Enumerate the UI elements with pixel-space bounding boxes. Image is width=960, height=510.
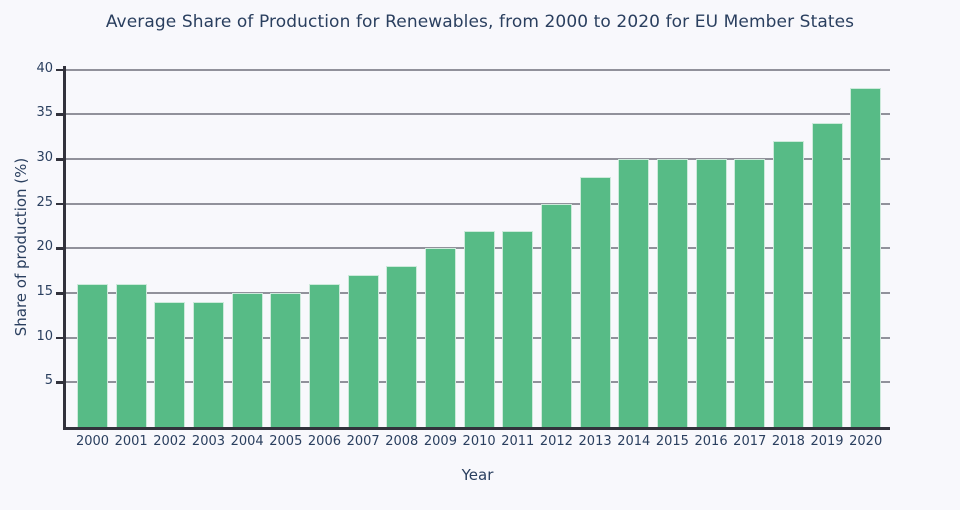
x-axis-spine xyxy=(63,427,890,430)
y-tick-40 xyxy=(56,68,63,72)
bar-2019 xyxy=(811,123,843,427)
x-tick-label-2005: 2005 xyxy=(269,434,303,449)
gridline-40 xyxy=(65,68,890,71)
gridline-30 xyxy=(65,158,890,161)
bar-2006 xyxy=(308,284,340,427)
bar-2011 xyxy=(502,230,534,427)
x-tick-label-2013: 2013 xyxy=(578,434,612,449)
x-tick-label-2010: 2010 xyxy=(462,434,496,449)
y-tick-label-20: 20 xyxy=(36,239,53,255)
y-tick-label-40: 40 xyxy=(36,60,53,76)
x-tick-label-2002: 2002 xyxy=(153,434,187,449)
bar-2000 xyxy=(77,284,108,427)
x-tick-label-2014: 2014 xyxy=(617,434,651,449)
bar-2013 xyxy=(579,176,611,427)
bar-2012 xyxy=(540,203,572,427)
x-tick-label-2015: 2015 xyxy=(655,434,689,449)
bar-2018 xyxy=(772,141,804,427)
x-tick-label-2018: 2018 xyxy=(771,434,805,449)
y-tick-35 xyxy=(56,113,63,116)
plot-area xyxy=(65,68,890,427)
chart-title: Average Share of Production for Renewabl… xyxy=(105,12,855,32)
x-tick-label-2000: 2000 xyxy=(75,434,110,449)
x-tick-label-2016: 2016 xyxy=(694,434,728,449)
x-axis-title: Year xyxy=(461,466,494,484)
bar-2009 xyxy=(424,248,456,427)
x-tick-label-2007: 2007 xyxy=(346,434,380,449)
bar-2015 xyxy=(656,159,688,427)
y-tick-10 xyxy=(56,336,63,340)
y-tick-label-15: 15 xyxy=(36,284,53,300)
x-tick-label-2011: 2011 xyxy=(501,434,535,449)
y-tick-20 xyxy=(56,247,63,250)
y-tick-label-30: 30 xyxy=(36,150,53,166)
bar-2014 xyxy=(618,159,650,427)
x-tick-label-2001: 2001 xyxy=(114,434,148,449)
gridline-25 xyxy=(65,202,890,205)
bar-2020 xyxy=(850,87,882,427)
y-tick-label-5: 5 xyxy=(44,373,53,389)
bar-2003 xyxy=(192,301,224,427)
x-tick-label-2012: 2012 xyxy=(539,434,573,449)
y-tick-25 xyxy=(56,202,63,206)
y-tick-5 xyxy=(56,381,63,384)
bar-2007 xyxy=(347,275,379,427)
x-tick-label-2017: 2017 xyxy=(733,434,767,449)
y-tick-30 xyxy=(56,158,63,161)
y-tick-label-10: 10 xyxy=(36,328,53,344)
gridline-35 xyxy=(65,113,890,116)
x-tick-label-2003: 2003 xyxy=(191,434,226,449)
bar-2002 xyxy=(154,301,186,427)
bar-2005 xyxy=(270,293,302,427)
x-tick-label-2008: 2008 xyxy=(385,434,419,449)
x-tick-label-2009: 2009 xyxy=(423,434,457,449)
bar-2008 xyxy=(386,266,418,427)
bar-2010 xyxy=(463,230,495,427)
x-tick-label-2004: 2004 xyxy=(230,434,264,449)
y-tick-15 xyxy=(56,292,63,295)
y-tick-label-25: 25 xyxy=(36,194,53,210)
bar-2017 xyxy=(734,159,766,427)
y-axis-spine xyxy=(63,66,66,430)
bar-2004 xyxy=(231,293,263,427)
x-tick-label-2020: 2020 xyxy=(849,434,883,449)
x-tick-label-2019: 2019 xyxy=(810,434,844,449)
bar-2001 xyxy=(115,284,147,427)
x-tick-label-2006: 2006 xyxy=(307,434,341,449)
bar-2016 xyxy=(695,159,727,427)
y-tick-label-35: 35 xyxy=(36,105,53,121)
